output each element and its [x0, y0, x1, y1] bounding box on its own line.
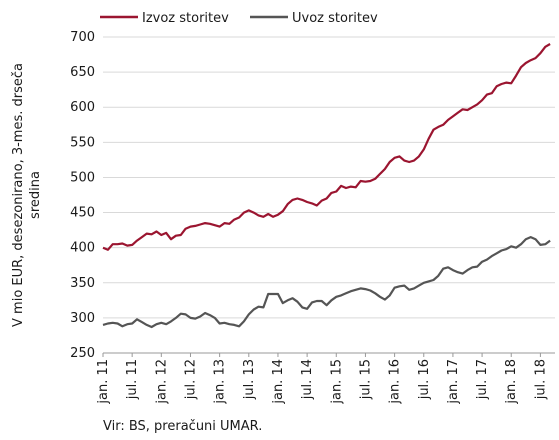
y-axis-label: V mio EUR, desezonirano, 3-mes. drseča — [11, 63, 26, 327]
y-tick-label: 600 — [70, 100, 95, 115]
x-tick-label: jan. 13 — [213, 359, 228, 405]
y-tick-label: 550 — [70, 135, 95, 150]
x-tick-label: jul. 11 — [125, 359, 140, 400]
y-tick-label: 400 — [70, 241, 95, 256]
legend-label: Izvoz storitev — [142, 11, 229, 26]
x-tick-label: jul. 13 — [242, 359, 257, 400]
x-tick-label: jan. 15 — [329, 359, 344, 405]
x-tick-label: jul. 12 — [183, 359, 198, 400]
series-line — [102, 236, 551, 329]
y-tick-label: 700 — [70, 30, 95, 45]
y-axis-label: sredina — [28, 171, 43, 219]
x-tick-label: jul. 15 — [358, 359, 373, 400]
x-tick-label: jul. 18 — [533, 359, 548, 400]
y-tick-label: 300 — [70, 311, 95, 326]
x-tick-label: jan. 14 — [271, 359, 286, 405]
x-tick-label: jan. 12 — [154, 359, 169, 405]
x-tick-label: jul. 14 — [300, 359, 315, 400]
y-tick-label: 350 — [70, 276, 95, 291]
x-tick-label: jul. 16 — [417, 359, 432, 400]
y-tick-label: 250 — [70, 346, 95, 361]
x-tick-label: jul. 17 — [475, 359, 490, 400]
x-tick-label: jan. 17 — [446, 359, 461, 405]
x-tick-label: jan. 16 — [388, 359, 403, 405]
x-tick-label: jan. 18 — [504, 359, 519, 405]
y-tick-label: 450 — [70, 206, 95, 221]
y-tick-label: 650 — [70, 65, 95, 80]
x-tick-label: jan. 11 — [96, 359, 111, 405]
series-line — [102, 43, 551, 251]
legend-label: Uvoz storitev — [292, 11, 378, 26]
source-note: Vir: BS, preračuni UMAR. — [103, 419, 262, 434]
y-tick-label: 500 — [70, 170, 95, 185]
